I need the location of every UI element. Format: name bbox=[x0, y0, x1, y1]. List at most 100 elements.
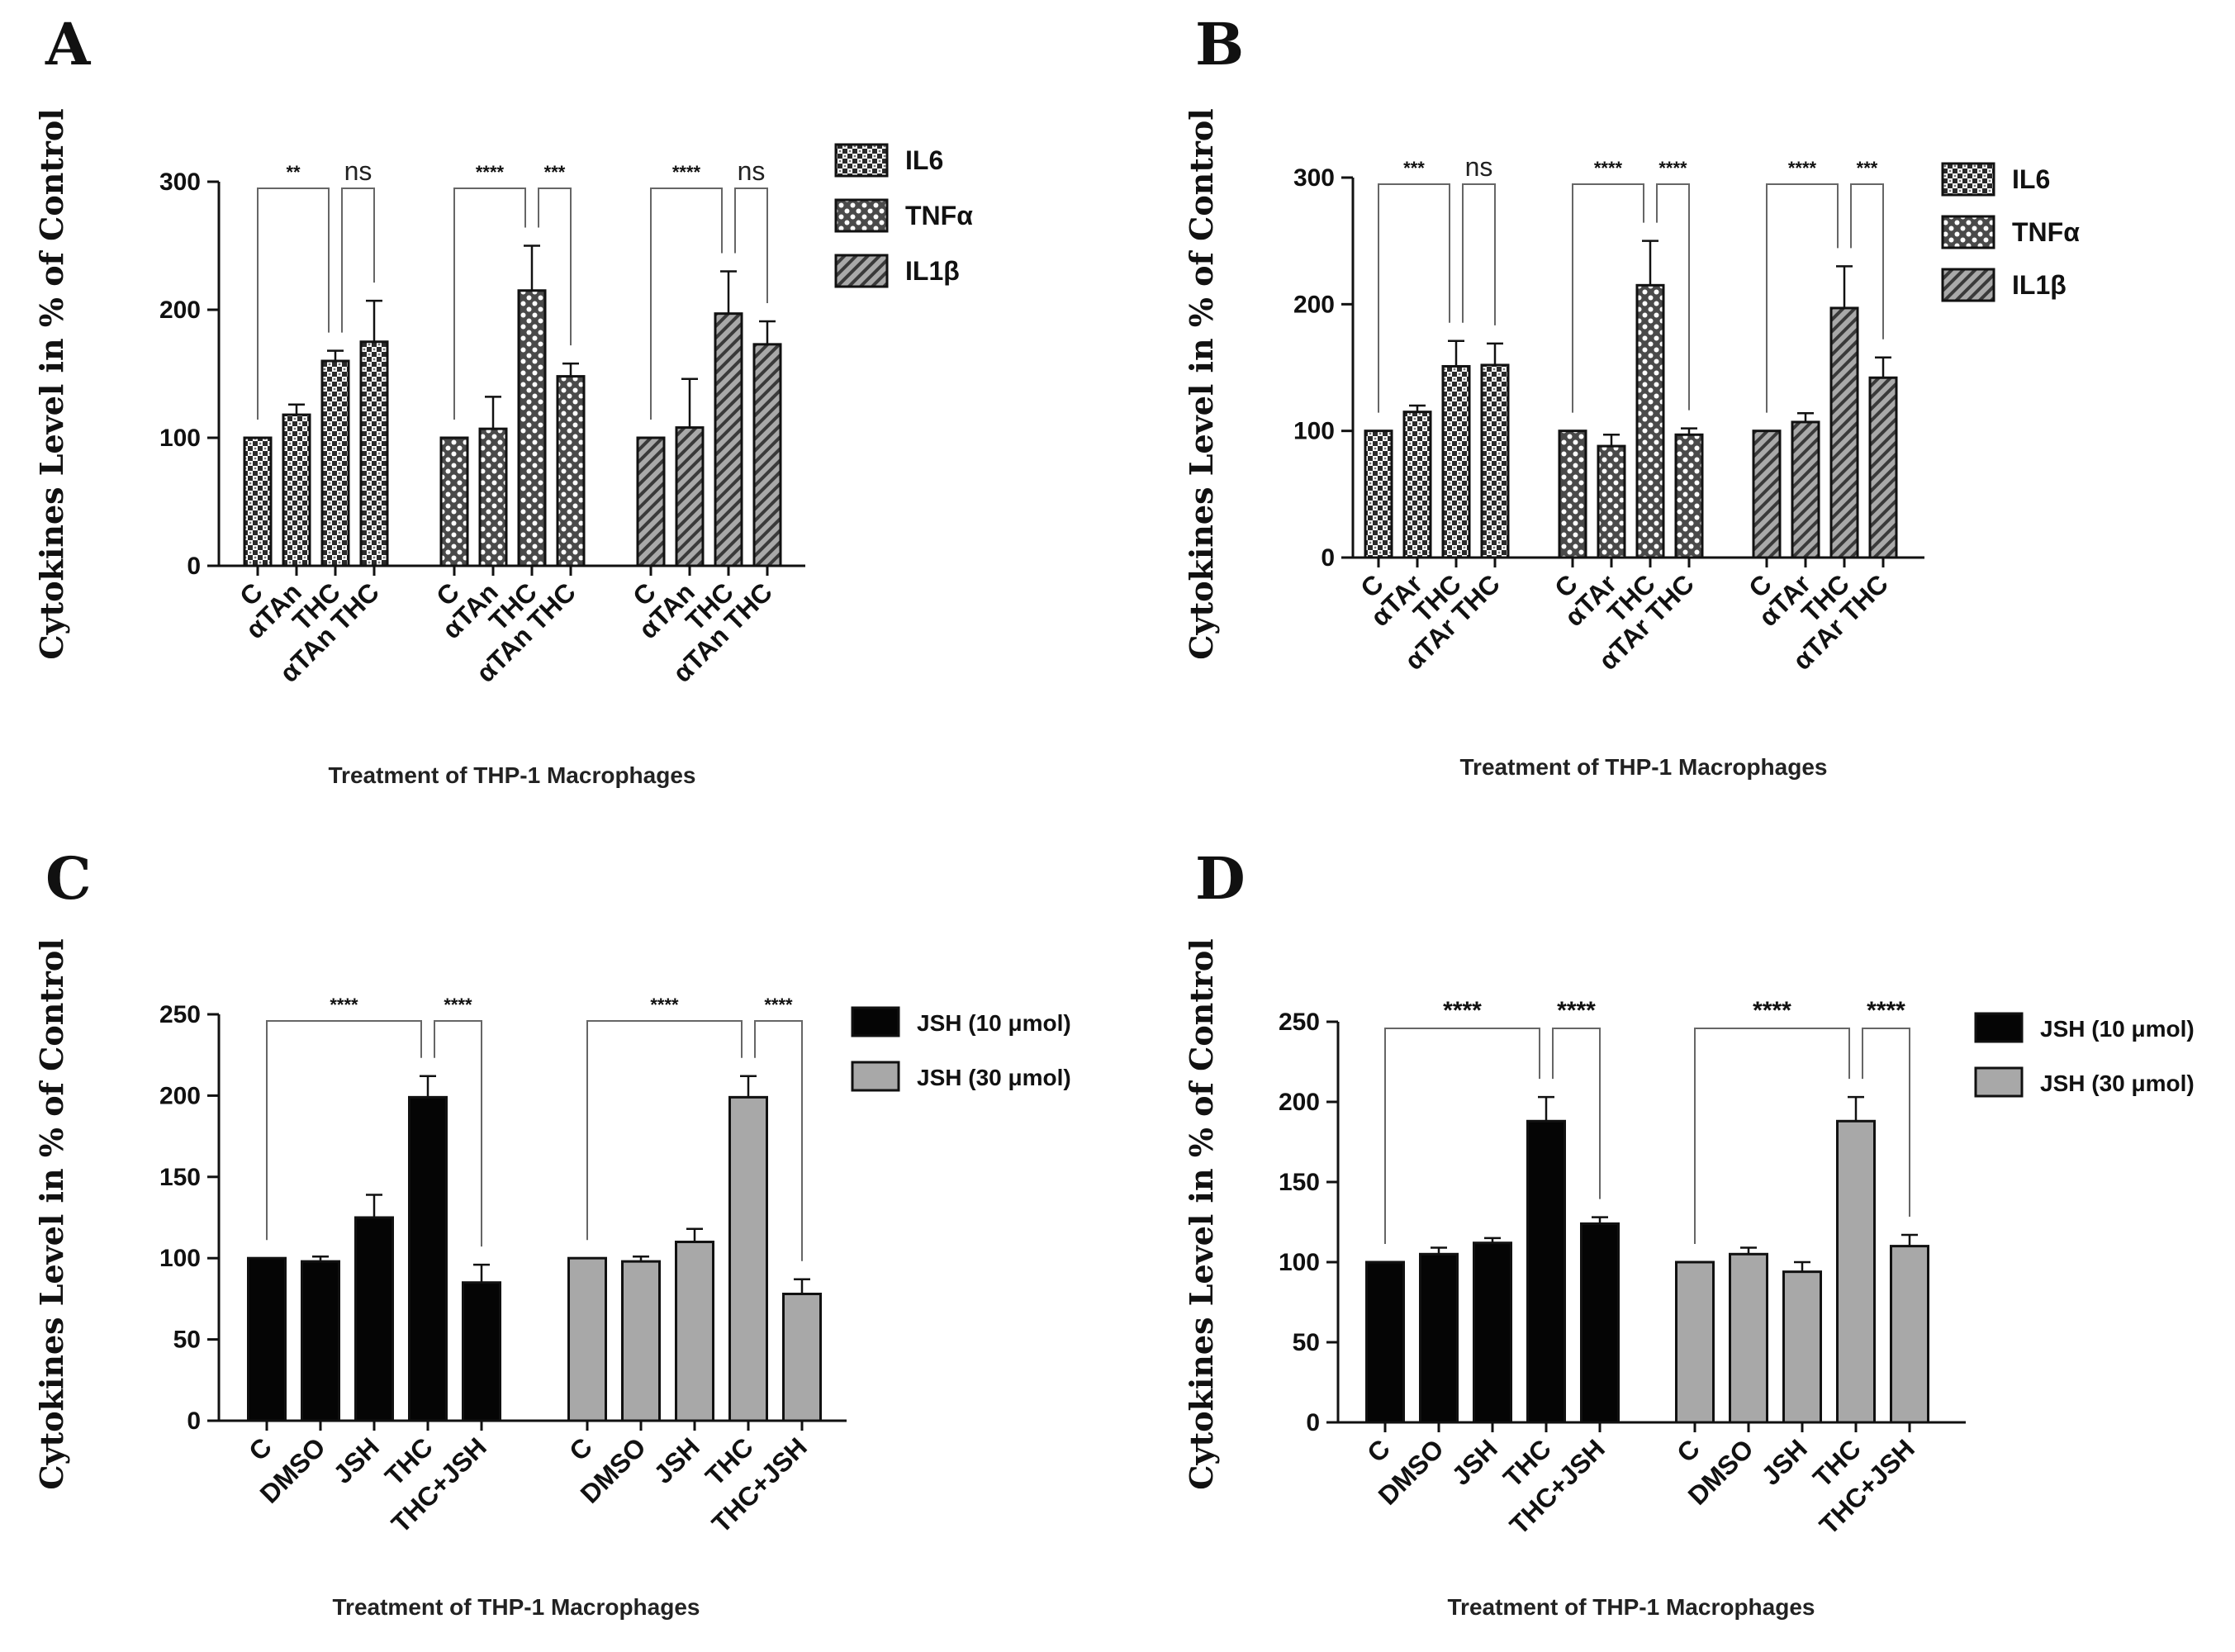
bar bbox=[1791, 420, 1820, 559]
significance-bracket bbox=[1656, 183, 1690, 411]
significance-bracket bbox=[1766, 183, 1839, 413]
panel-d: D Cytokines Level in % of Control Treatmen… bbox=[1183, 844, 2195, 1620]
bar bbox=[728, 1095, 768, 1422]
significance-label: **** bbox=[476, 162, 505, 183]
significance-bracket bbox=[257, 188, 330, 420]
significance-label: **** bbox=[764, 995, 793, 1015]
bar bbox=[636, 436, 666, 567]
bar bbox=[1473, 1241, 1512, 1424]
y-tick-label: 150 bbox=[1279, 1169, 1320, 1196]
bar bbox=[1752, 430, 1782, 559]
significance-label: *** bbox=[1403, 158, 1425, 178]
category-label: C bbox=[1361, 1433, 1396, 1468]
bar bbox=[1419, 1252, 1459, 1424]
y-tick-label: 0 bbox=[187, 553, 201, 580]
bar bbox=[354, 1216, 394, 1422]
significance-label: ns bbox=[344, 156, 372, 186]
significance-label: **** bbox=[672, 162, 701, 183]
bar bbox=[556, 375, 586, 567]
legend-label: IL6 bbox=[905, 145, 943, 175]
significance-label: **** bbox=[444, 995, 472, 1015]
legend-swatch bbox=[1941, 162, 1995, 197]
panel-letter: A bbox=[45, 10, 92, 78]
bar bbox=[1441, 364, 1471, 559]
bar bbox=[675, 1241, 714, 1422]
bar bbox=[462, 1281, 501, 1422]
bar bbox=[243, 436, 273, 567]
y-tick-label: 100 bbox=[159, 1245, 201, 1272]
legend-swatch bbox=[1941, 215, 1995, 249]
significance-label: **** bbox=[330, 995, 358, 1015]
panel-letter: D bbox=[1195, 844, 1246, 913]
y-tick-label: 300 bbox=[1293, 164, 1335, 192]
bar bbox=[1829, 306, 1859, 559]
bar bbox=[478, 427, 508, 567]
y-tick-label: 250 bbox=[1279, 1009, 1320, 1036]
x-axis-label: Treatment of THP-1 Macrophages bbox=[1460, 754, 1828, 780]
bar bbox=[1597, 444, 1626, 559]
legend-swatch bbox=[834, 143, 889, 178]
y-axis-label: Cytokines Level in % of Control bbox=[33, 938, 70, 1489]
significance-label: **** bbox=[1788, 158, 1817, 178]
y-tick-label: 200 bbox=[159, 1082, 201, 1109]
y-tick-label: 0 bbox=[187, 1408, 201, 1435]
significance-label: **** bbox=[1867, 997, 1905, 1024]
y-tick-label: 200 bbox=[1293, 291, 1335, 318]
bar bbox=[1836, 1119, 1876, 1424]
category-label: C bbox=[563, 1431, 598, 1466]
bar bbox=[1580, 1222, 1620, 1424]
significance-label: **** bbox=[1557, 997, 1596, 1024]
legend-label: IL1β bbox=[2012, 270, 2067, 300]
y-tick-label: 100 bbox=[1293, 418, 1335, 445]
legend-label: JSH (10 μmol) bbox=[917, 1010, 1071, 1036]
significance-bracket bbox=[453, 188, 526, 420]
legend-label: JSH (10 μmol) bbox=[2040, 1016, 2195, 1042]
bar bbox=[1675, 1260, 1715, 1424]
significance-label: **** bbox=[1753, 997, 1791, 1024]
significance-bracket bbox=[1384, 1028, 1540, 1244]
y-tick-label: 150 bbox=[159, 1164, 201, 1191]
legend-swatch bbox=[1974, 1012, 2024, 1043]
bar bbox=[359, 340, 389, 567]
bar bbox=[408, 1095, 448, 1422]
y-tick-label: 300 bbox=[159, 169, 201, 196]
significance-label: **** bbox=[1443, 997, 1482, 1024]
bar bbox=[675, 426, 705, 567]
bar bbox=[1558, 430, 1587, 559]
significance-label: **** bbox=[1594, 158, 1623, 178]
panel-b: B Cytokines Level in % of Control Treatmen… bbox=[1183, 10, 2080, 780]
legend-swatch bbox=[851, 1061, 900, 1092]
significance-bracket bbox=[434, 1020, 482, 1247]
y-tick-label: 100 bbox=[159, 425, 201, 452]
y-axis-label: Cytokines Level in % of Control bbox=[1183, 938, 1220, 1489]
bar bbox=[1526, 1119, 1566, 1424]
significance-label: ns bbox=[1465, 152, 1493, 182]
y-tick-label: 250 bbox=[159, 1001, 201, 1028]
y-tick-label: 200 bbox=[159, 297, 201, 324]
y-axis-label: Cytokines Level in % of Control bbox=[1183, 108, 1220, 659]
legend-label: IL6 bbox=[2012, 164, 2050, 194]
bar bbox=[247, 1256, 287, 1422]
y-tick-label: 50 bbox=[1293, 1329, 1320, 1356]
panel-c: C Cytokines Level in % of Control Treatmen… bbox=[33, 844, 1071, 1620]
category-label: JSH bbox=[327, 1431, 384, 1488]
panel-letter: C bbox=[45, 844, 92, 913]
x-axis-label: Treatment of THP-1 Macrophages bbox=[329, 762, 696, 788]
bar bbox=[1782, 1270, 1822, 1424]
y-tick-label: 0 bbox=[1306, 1409, 1320, 1436]
legend-label: JSH (30 μmol) bbox=[2040, 1070, 2195, 1096]
legend-label: IL1β bbox=[905, 256, 960, 286]
bar bbox=[1868, 376, 1898, 559]
y-axis-label: Cytokines Level in % of Control bbox=[33, 108, 70, 659]
bar bbox=[439, 436, 469, 567]
significance-bracket bbox=[1850, 183, 1884, 339]
significance-bracket bbox=[586, 1020, 743, 1241]
bar bbox=[752, 343, 782, 567]
bar bbox=[1365, 1260, 1405, 1424]
significance-bracket bbox=[1552, 1028, 1601, 1199]
significance-label: *** bbox=[1857, 158, 1878, 178]
panel-letter: B bbox=[1195, 10, 1244, 78]
legend-label: TNFα bbox=[2012, 217, 2080, 247]
bar bbox=[1480, 363, 1510, 559]
significance-bracket bbox=[1462, 183, 1496, 325]
